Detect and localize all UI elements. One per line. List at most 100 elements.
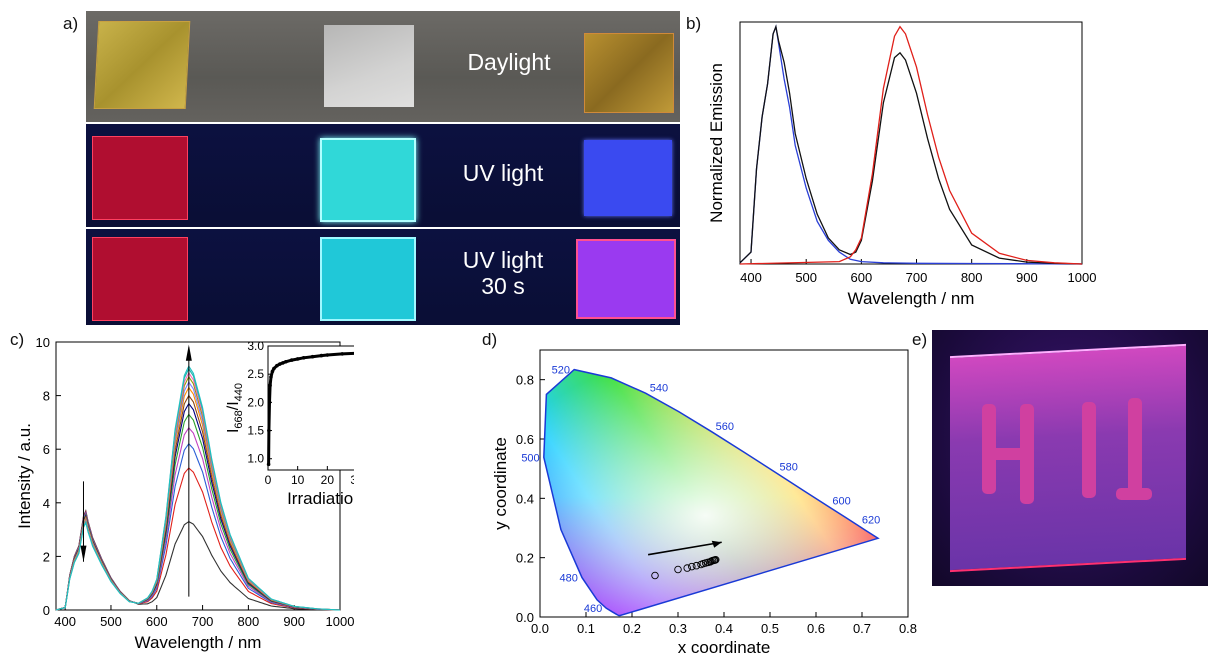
y-tick-label-d: 0.4 <box>516 491 534 506</box>
y-tick-label-d: 0.0 <box>516 610 534 625</box>
label-uv-light-30s: UV light 30 s <box>438 247 568 299</box>
inset-point <box>269 375 273 379</box>
label-uv-light-2: UV light <box>462 247 544 273</box>
x-tick-label-c: 1000 <box>326 614 354 629</box>
y-tick-label-c: 10 <box>36 335 50 350</box>
x-tick-label-d: 0.3 <box>669 621 687 636</box>
pattern-h-bar <box>988 448 1032 460</box>
inset-point <box>268 383 272 388</box>
x-tick-label-d: 0.6 <box>807 621 825 636</box>
inset-y-tick-label: 2.0 <box>247 395 264 409</box>
x-tick-label-b: 600 <box>851 270 873 285</box>
inset-point <box>267 428 271 433</box>
x-axis-label-b: Wavelength / nm <box>848 289 975 308</box>
locus-wavelength-label: 520 <box>552 365 570 377</box>
series-line-b-red <box>739 25 1083 265</box>
film-red-left-2 <box>92 237 188 321</box>
series-line-b-blue <box>739 24 1083 265</box>
inset-y-tick-label: 3.0 <box>247 339 264 353</box>
chart-b: 400 500 600 700 800 900 1000 Wavelength / nm Nor… <box>707 21 1097 308</box>
inset-y-axis-label: I668/I440 <box>225 383 245 433</box>
locus-wavelength-label: 540 <box>650 382 668 394</box>
cie-point <box>651 571 659 580</box>
film-cyan-middle-2 <box>320 237 416 321</box>
inset-point <box>281 361 285 365</box>
x-tick-label-b: 500 <box>795 270 817 285</box>
photo-uv: UV light <box>86 124 680 227</box>
x-tick-label-b: 400 <box>740 270 762 285</box>
y-tick-label-c: 6 <box>43 442 50 457</box>
x-tick-label-d: 0.2 <box>623 621 641 636</box>
inset-x-tick-label: 0 <box>265 473 272 487</box>
locus-wavelength-label: 580 <box>780 462 798 474</box>
x-tick-label-c: 500 <box>100 614 122 629</box>
cie-arrow-head <box>711 540 722 548</box>
label-uv-light: UV light <box>462 160 544 186</box>
inset-point <box>295 357 300 361</box>
y-tick-label-d: 0.2 <box>516 551 534 566</box>
y-axis-label-d: y coordinate <box>491 437 510 530</box>
inset-y-tick-label: 1.0 <box>247 452 264 466</box>
pattern-i-1 <box>1082 402 1096 498</box>
series-line-c-0 <box>55 508 340 611</box>
photo-e <box>932 330 1208 586</box>
photo-daylight: Daylight <box>86 11 680 122</box>
locus-wavelength-label: 600 <box>832 496 850 508</box>
film-yellow-left <box>93 21 191 109</box>
inset-x-tick-label: 10 <box>291 473 305 487</box>
photo-uv-30s: UV light 30 s <box>86 229 680 325</box>
inset-point <box>266 462 271 467</box>
arrow-down-head-c <box>80 545 87 562</box>
film-transparent-middle <box>324 25 414 107</box>
cie-white-overlay <box>543 369 879 616</box>
pattern-i-2 <box>1128 398 1142 494</box>
panel-b-label: b) <box>686 14 702 33</box>
x-tick-label-b: 900 <box>1016 270 1038 285</box>
spectral-locus-line <box>543 368 880 617</box>
y-tick-label-d: 0.6 <box>516 432 534 447</box>
x-axis-label-d: x coordinate <box>678 638 771 657</box>
inset-point <box>310 354 315 359</box>
plot-frame-b <box>739 21 1083 265</box>
label-30s: 30 s <box>481 273 525 299</box>
plot-frame-c <box>55 341 341 611</box>
x-tick-label-c: 700 <box>192 614 214 629</box>
x-tick-label-b: 800 <box>961 270 983 285</box>
cie-point <box>711 555 720 564</box>
locus-wavelength-label: 560 <box>716 421 734 433</box>
inset-point <box>340 352 344 356</box>
x-tick-label-c: 600 <box>146 614 168 629</box>
y-tick-label-c: 2 <box>43 549 50 564</box>
x-tick-label-d: 0.8 <box>899 621 917 636</box>
y-tick-label-c: 0 <box>43 603 50 618</box>
series-line-c-12 <box>55 364 341 611</box>
label-daylight: Daylight <box>467 49 551 75</box>
panel-d-label: d) <box>482 330 498 349</box>
x-tick-label-b: 1000 <box>1068 270 1097 285</box>
x-axis-label-c: Wavelength / nm <box>135 633 262 652</box>
cie-point <box>692 561 701 570</box>
panel-a-label: a) <box>63 14 79 33</box>
series-line-b-black <box>739 24 1083 265</box>
inset-y-tick-label: 1.5 <box>247 424 264 438</box>
inset-point <box>284 359 288 364</box>
inset-y-tick-label: 2.5 <box>247 367 264 381</box>
inset-frame-c <box>267 345 354 471</box>
y-axis-label-b: Normalized Emission <box>707 63 726 223</box>
x-tick-label-c: 400 <box>54 614 76 629</box>
inset-point <box>325 353 330 357</box>
x-tick-label-c: 900 <box>283 614 305 629</box>
film-red-left <box>92 136 188 220</box>
x-tick-label-d: 0.0 <box>531 621 549 636</box>
inset-x-axis-label: Irradiation Time / s <box>287 489 354 508</box>
arrow-up-head-c <box>185 344 192 361</box>
y-tick-label-d: 0.8 <box>516 373 534 388</box>
x-tick-label-b: 700 <box>906 270 928 285</box>
x-tick-label-d: 0.4 <box>715 621 733 636</box>
x-tick-label-d: 0.1 <box>577 621 595 636</box>
film-purple-right <box>576 239 676 319</box>
locus-wavelength-label: 500 <box>521 452 539 464</box>
cie-point <box>683 564 691 572</box>
x-tick-label-d: 0.7 <box>853 621 871 636</box>
cie-point <box>674 565 682 574</box>
